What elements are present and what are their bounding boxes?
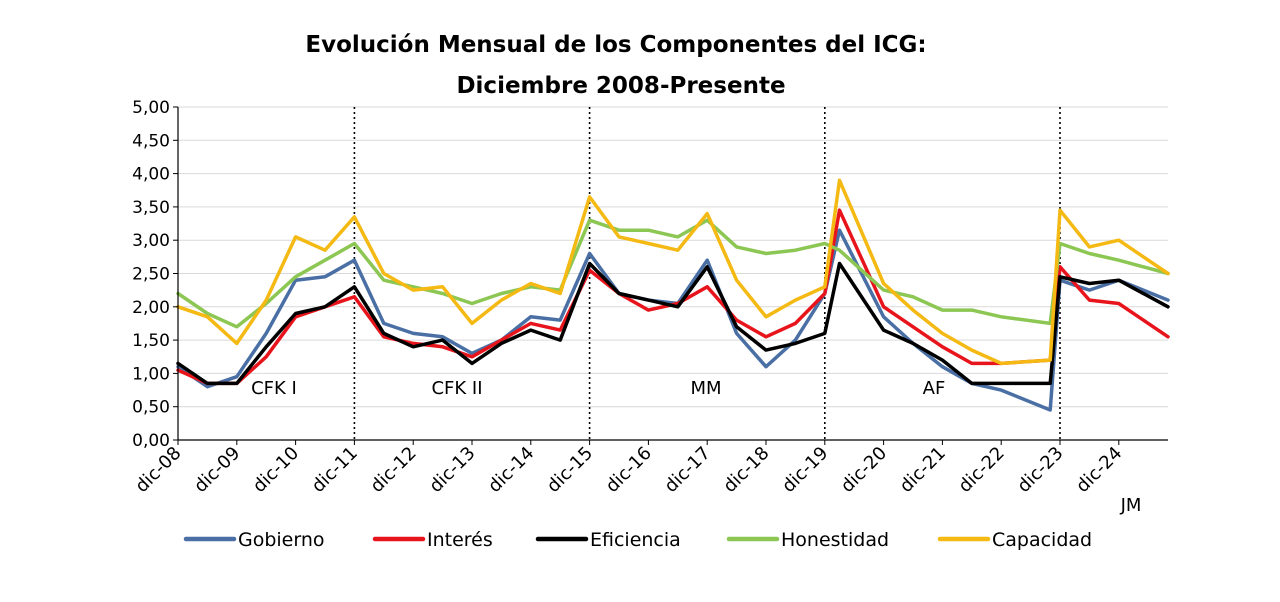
period-label: CFK II: [431, 378, 482, 399]
x-tick-label: dic-13: [425, 443, 479, 497]
x-tick-label: dic-22: [954, 443, 1008, 497]
legend-label: Honestidad: [781, 529, 889, 551]
y-tick-label: 3,00: [132, 231, 170, 251]
y-tick-label: 4,00: [132, 165, 170, 185]
x-tick-label: dic-09: [190, 443, 244, 497]
x-tick-label: dic-15: [543, 443, 597, 497]
x-tick-label: dic-23: [1013, 443, 1067, 497]
legend-label: Capacidad: [992, 529, 1092, 551]
legend-label: Interés: [427, 529, 493, 551]
series-line-eficiencia: [176, 261, 1170, 386]
y-tick-label: 4,50: [132, 131, 170, 151]
x-tick-label: dic-10: [249, 443, 303, 497]
legend: Gobierno Interés Eficiencia Honestidad Capac…: [183, 529, 1092, 551]
series-lines: [176, 178, 1170, 412]
chart-subtitle: Diciembre 2008-Presente: [456, 73, 785, 99]
y-tick-label: 0,00: [132, 431, 170, 451]
series-line-capacidad: [176, 178, 1170, 366]
series-line-honestidad: [176, 218, 1170, 329]
x-tick-label: dic-18: [719, 443, 773, 497]
y-axis-ticks: 0,00 0,50 1,00 1,50 2,00 2,50 3,00 3,50 4,00 4,50…: [132, 98, 178, 451]
x-axis-ticks: dic-08 dic-09 dic-10 dic-11 dic-12 dic-13 dic-…: [131, 440, 1141, 516]
series-line-inters: [176, 208, 1170, 386]
legend-label: Eficiencia: [590, 529, 681, 551]
x-tick-label: dic-14: [484, 443, 538, 497]
x-tick-label: JM: [1120, 495, 1142, 516]
period-labels: CFK I CFK II MM AF: [251, 378, 945, 399]
x-tick-label: dic-21: [896, 443, 950, 497]
gridlines: [178, 106, 1168, 408]
legend-label: Gobierno: [238, 529, 325, 551]
period-label: CFK I: [251, 378, 297, 399]
y-tick-label: 2,50: [132, 265, 170, 285]
y-tick-label: 1,00: [132, 364, 170, 384]
chart-title: Evolución Mensual de los Componentes del…: [305, 32, 926, 58]
x-tick-label: dic-11: [308, 443, 362, 497]
x-tick-label: dic-17: [660, 443, 714, 497]
x-tick-label: dic-12: [366, 443, 420, 497]
y-tick-label: 5,00: [132, 98, 170, 118]
period-label: AF: [923, 378, 946, 399]
x-tick-label: dic-16: [602, 443, 656, 497]
x-tick-label: dic-19: [778, 443, 832, 497]
period-label: MM: [690, 378, 721, 399]
y-tick-label: 2,00: [132, 298, 170, 318]
x-tick-label: dic-20: [837, 443, 891, 497]
y-tick-label: 1,50: [132, 331, 170, 351]
y-tick-label: 3,50: [132, 198, 170, 218]
y-tick-label: 0,50: [132, 398, 170, 418]
x-tick-label: dic-24: [1072, 443, 1126, 497]
